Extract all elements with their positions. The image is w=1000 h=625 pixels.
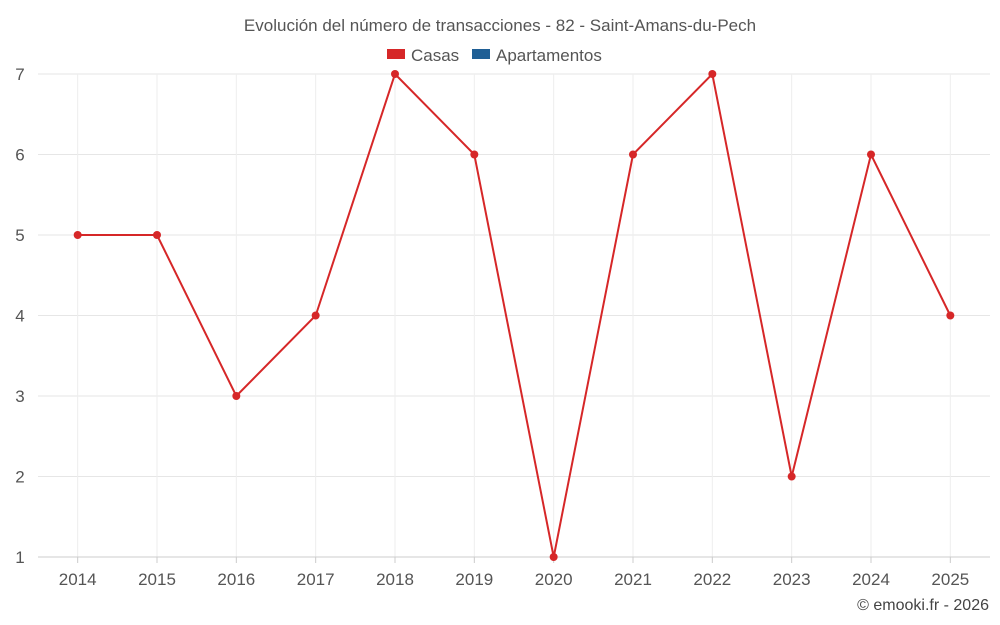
chart-title: Evolución del número de transacciones - …: [244, 16, 756, 35]
data-point-2018[interactable]: [391, 70, 399, 78]
data-point-2015[interactable]: [153, 231, 161, 239]
y-tick-label-5: 5: [15, 226, 24, 245]
data-point-2025[interactable]: [946, 311, 955, 320]
legend-swatch-apartamentos: [472, 49, 490, 59]
legend-swatch-casas: [387, 49, 405, 59]
data-point-2017[interactable]: [311, 311, 320, 320]
x-tick-label-2016: 2016: [217, 570, 255, 589]
data-point-2020[interactable]: [549, 553, 558, 561]
data-point-2023[interactable]: [787, 472, 796, 481]
y-tick-label-4: 4: [15, 307, 24, 326]
data-point-2021[interactable]: [629, 150, 637, 159]
y-tick-label-3: 3: [15, 387, 24, 406]
grid: [38, 73, 990, 558]
x-tick-label-2017: 2017: [297, 570, 335, 589]
data-point-2022[interactable]: [708, 70, 717, 78]
y-tick-label-2: 2: [15, 468, 24, 487]
x-tick-label-2021: 2021: [614, 570, 652, 589]
x-tick-label-2014: 2014: [59, 570, 97, 589]
x-tick-label-2015: 2015: [138, 570, 176, 589]
y-tick-label-1: 1: [15, 548, 24, 567]
x-tick-label-2019: 2019: [455, 570, 493, 589]
y-axis: 1 2 3 4 5 6 7: [15, 65, 24, 567]
credit-text: © emooki.fr - 2026: [857, 597, 989, 614]
x-tick-label-2020: 2020: [535, 570, 573, 589]
legend-label-apartamentos: Apartamentos: [496, 46, 602, 65]
series-casas: [73, 70, 955, 561]
x-tick-label-2025: 2025: [931, 570, 969, 589]
y-tick-label-7: 7: [15, 65, 24, 84]
data-point-2019[interactable]: [470, 150, 479, 159]
x-tick-label-2023: 2023: [773, 570, 811, 589]
x-tick-label-2024: 2024: [852, 570, 890, 589]
y-tick-label-6: 6: [15, 146, 24, 165]
legend-item-casas[interactable]: Casas: [387, 46, 459, 65]
data-point-2024[interactable]: [867, 150, 875, 159]
data-point-2016[interactable]: [232, 392, 241, 400]
x-tick-label-2018: 2018: [376, 570, 414, 589]
series-line-casas: [77, 71, 952, 558]
x-axis: 2014 2015 2016 2017 2018 2019 2020 2021 2022 2023…: [38, 556, 990, 589]
legend: Casas Apartamentos: [387, 46, 602, 65]
data-point-2014[interactable]: [73, 231, 82, 239]
x-tick-label-2022: 2022: [693, 570, 731, 589]
legend-item-apartamentos[interactable]: Apartamentos: [472, 46, 602, 65]
legend-label-casas: Casas: [411, 46, 459, 65]
